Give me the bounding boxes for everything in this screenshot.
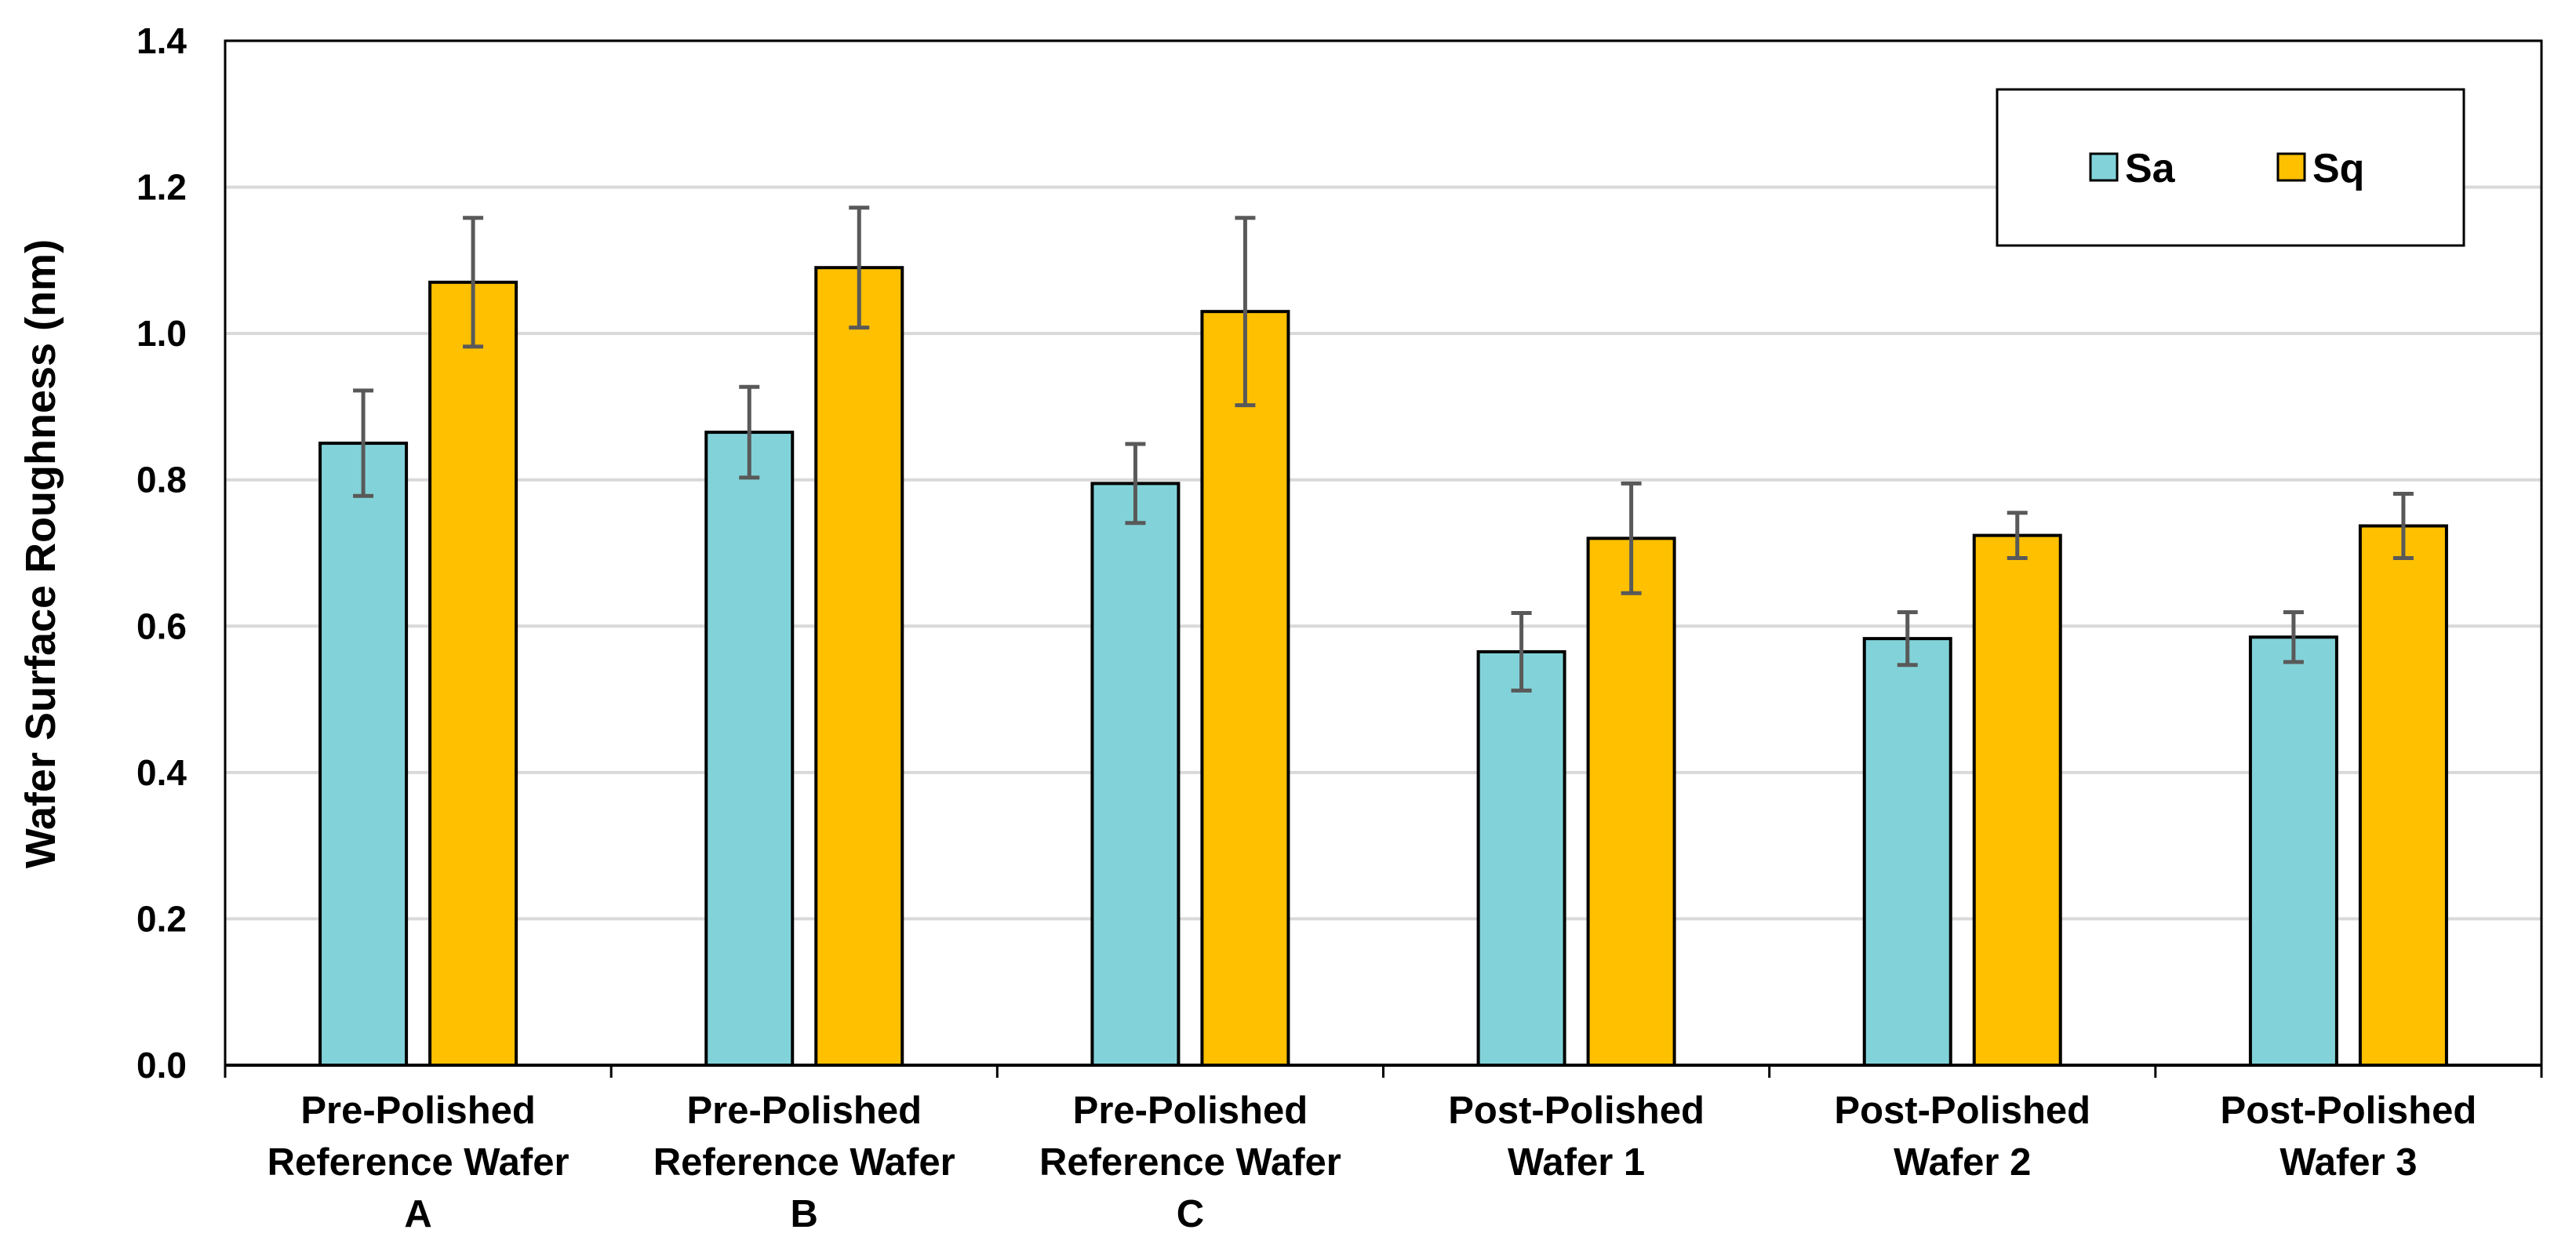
x-category-label: C — [1177, 1193, 1204, 1235]
x-category-label: Reference Wafer — [1039, 1141, 1341, 1184]
legend-swatch-sq — [2276, 152, 2306, 182]
y-tick-label: 0.4 — [136, 752, 187, 793]
legend-box — [1996, 88, 2465, 247]
x-category-label: Reference Wafer — [267, 1141, 569, 1184]
x-category-label: Post-Polished — [1448, 1089, 1705, 1132]
x-category-labels: Pre-Polished Reference Wafer A Pre-Polished… — [267, 1089, 2477, 1235]
y-tick-label: 1.0 — [136, 313, 187, 354]
bar-sa — [318, 442, 409, 1067]
x-category-label: Pre-Polished — [1073, 1089, 1308, 1132]
legend: Sa Sq — [1996, 88, 2465, 247]
bar-sa — [1862, 637, 1952, 1067]
bar-sq — [2358, 524, 2448, 1067]
bar-sa — [1090, 482, 1181, 1067]
bar-sa — [704, 431, 795, 1067]
y-tick-labels: 0.0 0.2 0.4 0.6 0.8 1.0 1.2 1.4 — [136, 20, 187, 1086]
x-category-label: Pre-Polished — [300, 1089, 536, 1132]
bar-sq — [814, 266, 904, 1067]
x-category-label: Wafer 2 — [1894, 1141, 2031, 1184]
bar-sq — [1586, 537, 1676, 1067]
y-axis-title: Wafer Surface Roughness (nm) — [17, 239, 64, 868]
y-tick-label: 0.6 — [136, 606, 187, 646]
x-category-label: Pre-Polished — [686, 1089, 922, 1132]
x-category-label: Wafer 1 — [1508, 1141, 1645, 1184]
bar-sa — [2248, 635, 2338, 1067]
error-bars — [353, 206, 2414, 693]
bar-sq — [1972, 533, 2062, 1067]
bar-sq — [428, 280, 518, 1068]
y-tick-label: 0.0 — [136, 1045, 187, 1086]
axes — [224, 39, 2543, 1078]
x-category-label: Reference Wafer — [653, 1141, 955, 1184]
x-category-label: Wafer 3 — [2279, 1141, 2417, 1184]
legend-label-sa: Sa — [2125, 146, 2176, 191]
y-tick-label: 0.2 — [136, 898, 187, 939]
y-tick-label: 1.2 — [136, 167, 187, 208]
x-category-label: Post-Polished — [1834, 1089, 2090, 1132]
x-category-label: A — [404, 1193, 431, 1235]
y-tick-label: 0.8 — [136, 460, 187, 500]
bar-sa — [1476, 649, 1566, 1067]
legend-label-sq: Sq — [2312, 146, 2364, 191]
bar-sq — [1200, 310, 1290, 1067]
bars — [318, 266, 2448, 1068]
y-tick-label: 1.4 — [136, 20, 187, 61]
x-category-label: Post-Polished — [2221, 1089, 2477, 1132]
legend-swatch-sa — [2089, 152, 2119, 182]
x-category-label: B — [791, 1193, 818, 1235]
